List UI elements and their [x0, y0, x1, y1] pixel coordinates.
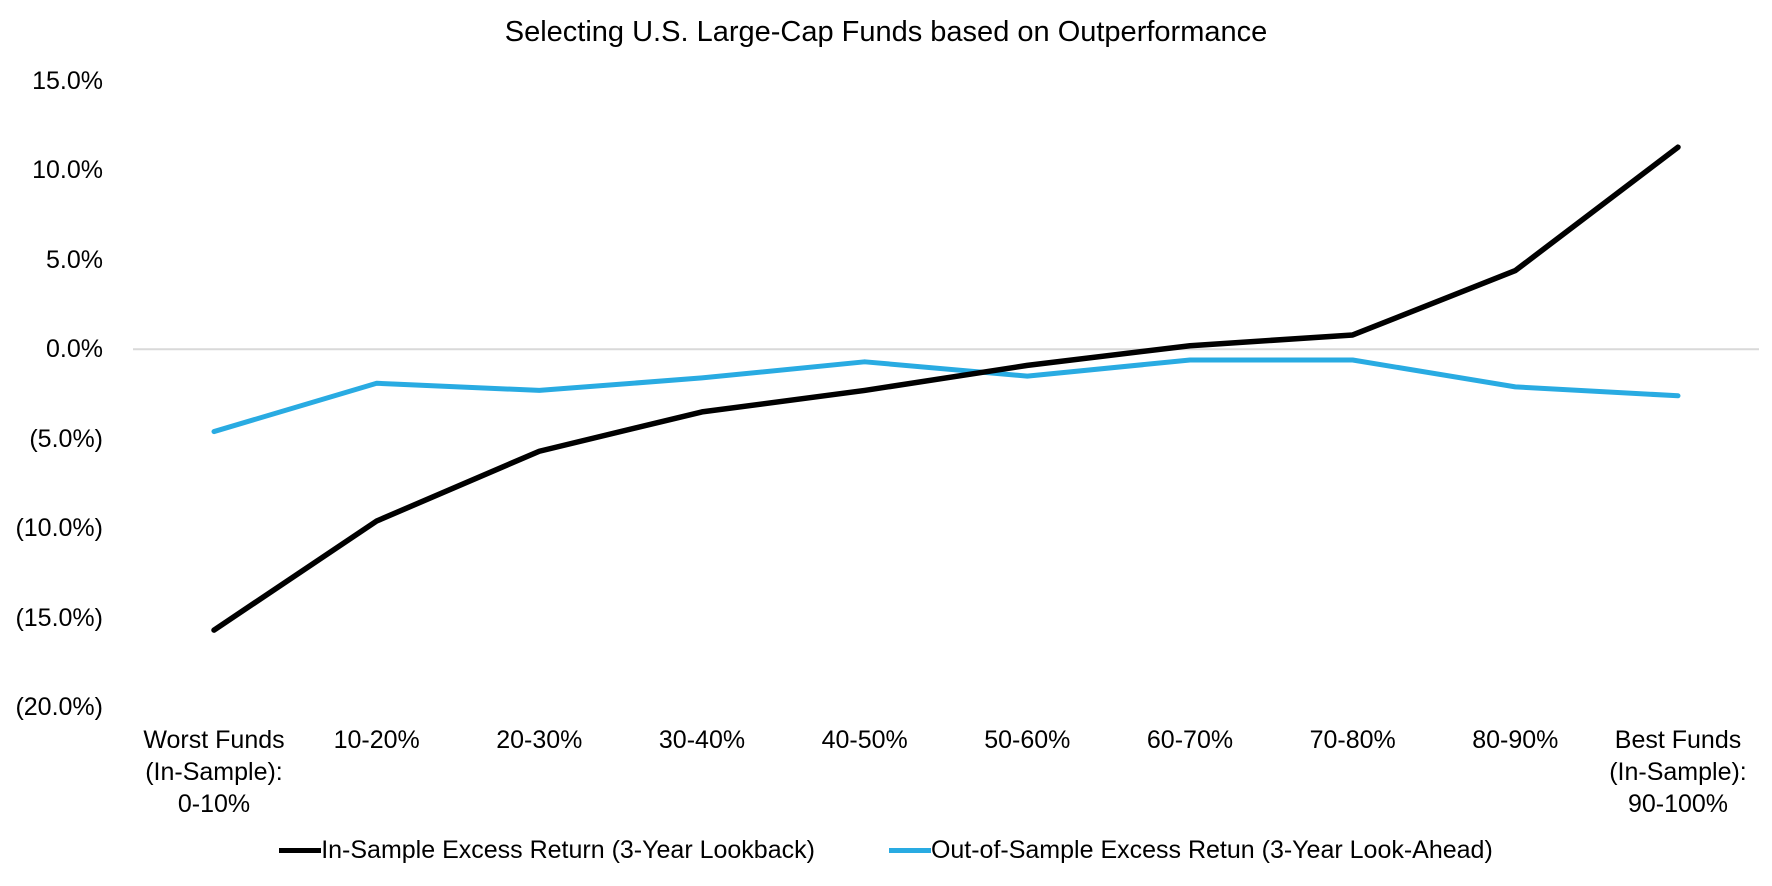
- x-category-label: 70-80%: [1309, 726, 1396, 754]
- series-line-1: [211, 357, 1681, 435]
- y-tick-label: 10.0%: [32, 156, 103, 185]
- x-category-label: Best Funds (In-Sample): 90-100%: [1609, 726, 1747, 818]
- y-tick-label: (15.0%): [15, 603, 103, 632]
- x-category-label: 80-90%: [1472, 726, 1559, 754]
- legend: In-Sample Excess Return (3-Year Lookback…: [0, 836, 1772, 865]
- series-line-0: [211, 144, 1681, 633]
- chart-title: Selecting U.S. Large-Cap Funds based on …: [504, 16, 1268, 48]
- x-category-label: 30-40%: [658, 726, 746, 754]
- x-category-label: 40-50%: [821, 726, 908, 754]
- legend-line-swatch-in-sample: [279, 848, 322, 853]
- y-tick-label: 15.0%: [32, 67, 103, 95]
- legend-label-in-sample: In-Sample Excess Return (3-Year Lookback…: [321, 836, 815, 864]
- y-tick-label: (20.0%): [15, 693, 103, 721]
- y-tick-label: (5.0%): [29, 424, 103, 453]
- legend-item-out-of-sample: Out-of-Sample Excess Retun (3-Year Look-…: [888, 836, 1493, 865]
- y-tick-label: 5.0%: [46, 245, 103, 274]
- legend-item-in-sample: In-Sample Excess Return (3-Year Lookback…: [279, 836, 815, 865]
- x-category-label: 10-20%: [333, 726, 420, 754]
- x-category-label: 20-30%: [496, 726, 583, 754]
- x-category-label: 60-70%: [1146, 726, 1234, 754]
- legend-line-swatch-out-of-sample: [888, 848, 931, 853]
- y-tick-label: 0.0%: [46, 335, 103, 364]
- x-category-label: 50-60%: [984, 726, 1071, 754]
- x-category-label: Worst Funds (In-Sample): 0-10%: [143, 726, 285, 818]
- y-tick-label: (10.0%): [15, 514, 103, 543]
- legend-label-out-of-sample: Out-of-Sample Excess Retun (3-Year Look-…: [930, 836, 1493, 864]
